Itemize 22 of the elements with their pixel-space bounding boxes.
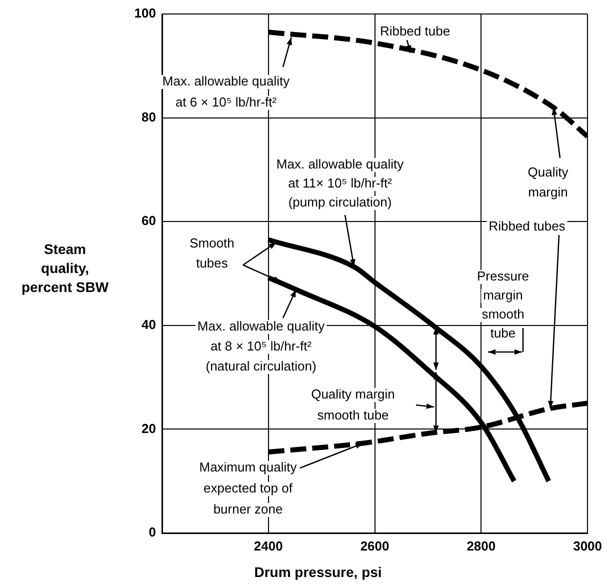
x-tick-label: 2600 (360, 538, 390, 554)
y-tick-label: 60 (142, 213, 156, 228)
annotation: Quality margin (528, 164, 569, 200)
y-axis-title: Steam quality, percent SBW (21, 240, 110, 295)
annotation: Max. allowable quality at 8 × 10⁵ lb/hr-ft² (natural circulation) (197, 318, 326, 374)
annotation: Ribbed tube (380, 24, 450, 39)
x-tick-label: 3000 (573, 538, 602, 554)
annotation: Pressure margin smooth tube (476, 268, 530, 341)
annotation: Quality margin smooth tube (311, 386, 395, 423)
y-tick-label: 80 (142, 109, 156, 124)
y-tick-label: 20 (142, 420, 156, 436)
y-tick-label: 0 (148, 524, 156, 540)
annotation: Max. allowable quality at 11× 10⁵ lb/hr-ft² (pump circulation) (276, 156, 404, 210)
annotation: Smooth tubes (190, 236, 234, 271)
y-tick-label: 100 (134, 6, 156, 21)
x-axis-title: Drum pressure, psi (254, 564, 382, 580)
annotation: Max. allowable quality at 6 × 10⁵ lb/hr-ft² (162, 74, 290, 110)
x-tick-label: 2400 (254, 538, 283, 554)
y-tick-label: 40 (142, 316, 156, 332)
annotation: Maximum quality expected top of burner zone (199, 460, 298, 517)
x-tick-label: 2800 (466, 538, 496, 554)
annotation: Ribbed tubes (488, 218, 566, 234)
